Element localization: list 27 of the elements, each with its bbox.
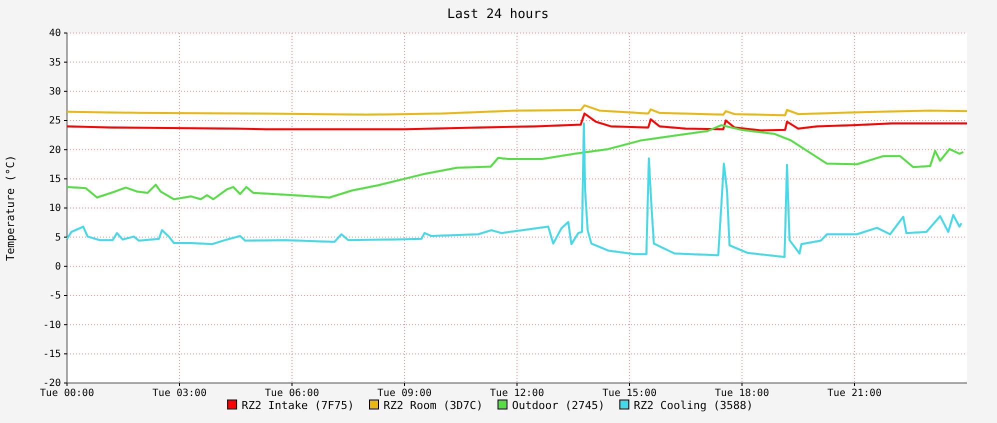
x-tick-label: Tue 18:00 bbox=[714, 388, 770, 400]
y-axis-title: Temperature (°C) bbox=[4, 155, 17, 261]
y-tick-label: 15 bbox=[48, 174, 61, 186]
x-tick-label: Tue 00:00 bbox=[40, 388, 94, 400]
y-tick-label: 20 bbox=[48, 144, 61, 156]
y-tick-label: 30 bbox=[48, 86, 61, 98]
y-tick-label: 10 bbox=[48, 203, 61, 214]
legend-label: Outdoor (2745) bbox=[512, 399, 605, 412]
y-tick-label: -20 bbox=[42, 378, 61, 390]
chart-title: Last 24 hours bbox=[447, 7, 549, 22]
legend-label: RZ2 Room (3D7C) bbox=[384, 399, 483, 412]
y-tick-label: -15 bbox=[42, 349, 61, 360]
x-tick-label: Tue 12:00 bbox=[490, 388, 544, 400]
y-tick-label: 5 bbox=[54, 232, 61, 244]
y-tick-label: -5 bbox=[48, 290, 61, 302]
x-tick-label: Tue 06:00 bbox=[264, 388, 320, 400]
y-tick-label: 0 bbox=[54, 262, 61, 273]
x-tick-label: Tue 21:00 bbox=[827, 388, 882, 400]
x-tick-label: Tue 03:00 bbox=[152, 388, 207, 400]
y-tick-label: 25 bbox=[48, 116, 61, 127]
x-tick-label: Tue 15:00 bbox=[602, 388, 657, 400]
legend-label: RZ2 Cooling (3588) bbox=[634, 399, 754, 412]
y-tick-label: 35 bbox=[48, 57, 61, 68]
legend-label: RZ2 Intake (7F75) bbox=[242, 399, 354, 412]
y-tick-label: -10 bbox=[42, 320, 61, 331]
y-tick-label: 40 bbox=[48, 28, 61, 40]
x-tick-label: Tue 09:00 bbox=[377, 388, 432, 400]
